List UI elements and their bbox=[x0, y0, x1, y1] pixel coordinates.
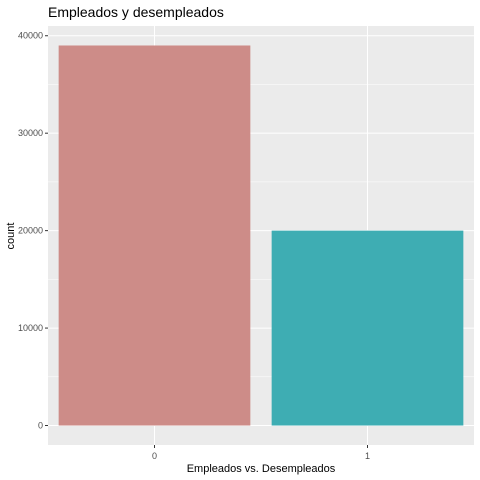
y-tick-label: 10000 bbox=[18, 323, 43, 333]
y-tick-label: 30000 bbox=[18, 128, 43, 138]
y-axis: 0 10000 20000 30000 40000 bbox=[18, 31, 48, 431]
x-tick-label: 0 bbox=[152, 451, 157, 461]
bar-1 bbox=[271, 230, 464, 426]
bar-0 bbox=[58, 45, 251, 426]
x-axis-label: Empleados vs. Desempleados bbox=[187, 463, 336, 475]
y-tick-label: 20000 bbox=[18, 226, 43, 236]
x-tick-label: 1 bbox=[365, 451, 370, 461]
y-axis-label: count bbox=[5, 223, 17, 250]
bars bbox=[58, 45, 464, 426]
y-tick-label: 0 bbox=[38, 421, 43, 431]
chart-title: Empleados y desempleados bbox=[48, 4, 224, 20]
y-tick-label: 40000 bbox=[18, 31, 43, 41]
